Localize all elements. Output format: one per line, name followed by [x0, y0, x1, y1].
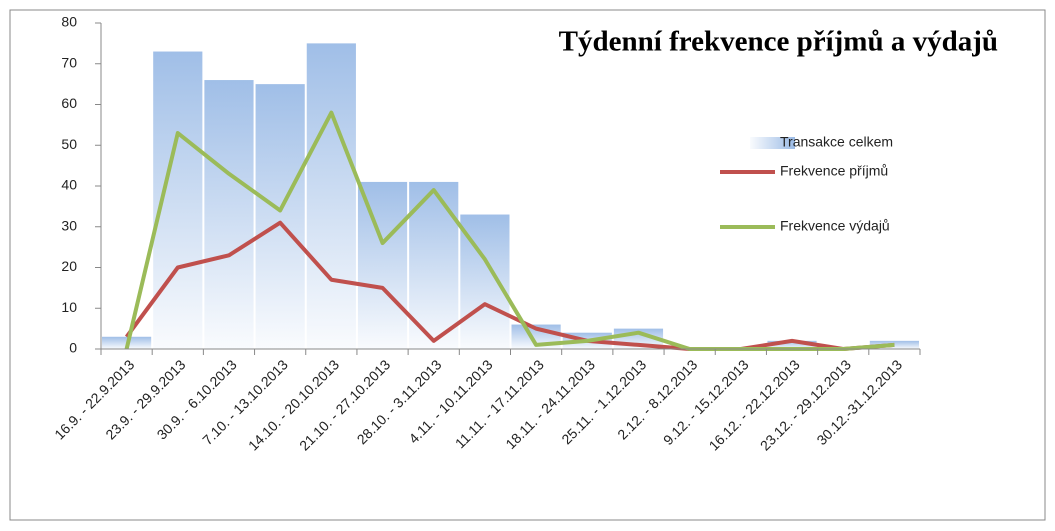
y-tick-label: 50: [61, 136, 77, 152]
chart-title: Týdenní frekvence příjmů a výdajů: [559, 26, 998, 58]
legend-label: Frekvence výdajů: [780, 218, 890, 234]
legend-label: Frekvence příjmů: [780, 163, 888, 179]
bar: [767, 340, 817, 349]
y-tick-label: 60: [61, 95, 77, 111]
bar: [306, 43, 356, 349]
y-tick-label: 0: [69, 340, 77, 356]
bar: [204, 80, 254, 350]
bar: [357, 181, 408, 349]
line: [124, 220, 895, 351]
y-tick-label: 10: [61, 299, 77, 315]
y-tick-label: 30: [61, 217, 77, 233]
legend-swatch: [750, 137, 795, 149]
y-tick-label: 80: [61, 14, 77, 30]
y-tick-label: 20: [61, 258, 77, 274]
bar: [255, 84, 305, 349]
y-tick-label: 70: [61, 54, 77, 70]
legend-label: Transakce celkem: [780, 134, 893, 150]
y-tick-label: 40: [61, 177, 77, 193]
